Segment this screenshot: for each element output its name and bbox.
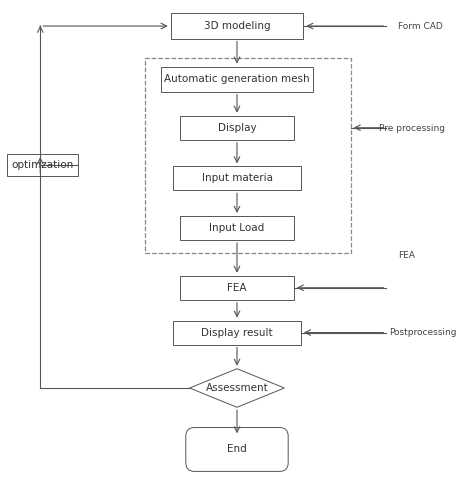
Text: Input Load: Input Load: [210, 223, 264, 233]
Text: Display: Display: [218, 123, 256, 133]
FancyBboxPatch shape: [180, 116, 294, 140]
Text: 3D modeling: 3D modeling: [204, 21, 270, 31]
Text: End: End: [227, 444, 247, 455]
Text: Automatic generation mesh: Automatic generation mesh: [164, 74, 310, 84]
Text: Pre processing: Pre processing: [379, 124, 445, 133]
FancyBboxPatch shape: [180, 216, 294, 240]
FancyBboxPatch shape: [180, 276, 294, 300]
Text: FEA: FEA: [227, 283, 247, 293]
Polygon shape: [190, 369, 284, 407]
Text: Assessment: Assessment: [206, 383, 268, 393]
Text: Input materia: Input materia: [201, 174, 273, 183]
FancyBboxPatch shape: [173, 166, 301, 190]
FancyBboxPatch shape: [161, 67, 313, 92]
FancyBboxPatch shape: [7, 154, 78, 176]
Text: Form CAD: Form CAD: [398, 22, 443, 30]
Bar: [145, 58, 351, 253]
Text: Postprocessing: Postprocessing: [389, 328, 456, 337]
FancyBboxPatch shape: [186, 428, 288, 471]
Text: optimzation: optimzation: [11, 160, 74, 170]
Text: FEA: FEA: [398, 251, 415, 260]
Text: Display result: Display result: [201, 328, 273, 337]
FancyBboxPatch shape: [171, 13, 303, 39]
FancyBboxPatch shape: [173, 321, 301, 345]
